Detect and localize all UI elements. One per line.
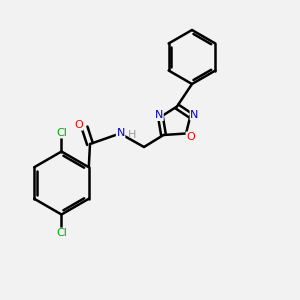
Text: N: N <box>190 110 199 120</box>
Text: N: N <box>155 110 163 121</box>
Text: Cl: Cl <box>56 128 67 138</box>
Text: H: H <box>128 130 136 140</box>
Text: Cl: Cl <box>56 228 67 238</box>
Text: O: O <box>186 132 195 142</box>
Text: O: O <box>74 120 83 130</box>
Text: N: N <box>116 128 125 139</box>
